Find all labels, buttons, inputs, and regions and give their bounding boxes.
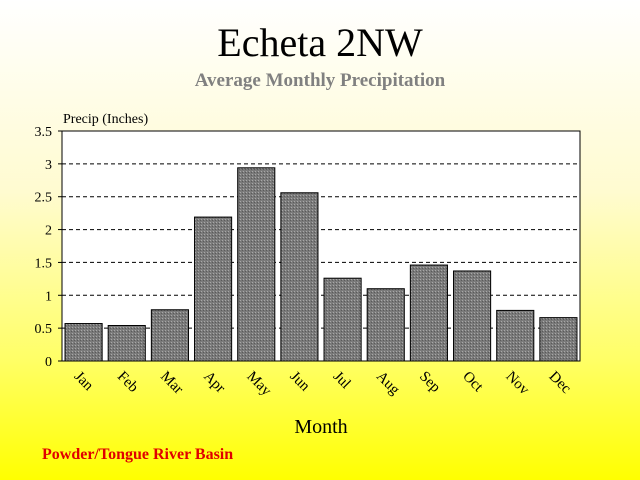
x-tick-label-feb: Feb <box>114 369 141 396</box>
x-tick-label-aug: Aug <box>373 369 403 399</box>
y-tick-label: 1 <box>45 289 52 304</box>
bar-jul <box>323 277 362 362</box>
y-tick-label: 3.5 <box>35 125 53 140</box>
x-tick-label-oct: Oct <box>459 369 486 396</box>
x-tick-labels: Jan Feb Mar Apr May Jun Jul Aug Sep Oct Nov Dec <box>71 369 574 400</box>
bar-feb <box>107 325 146 362</box>
x-tick-label-jan: Jan <box>71 369 97 395</box>
bar-oct <box>453 270 492 362</box>
bar-may <box>237 167 276 362</box>
grid-lines <box>62 163 580 329</box>
bar-dec <box>539 317 578 362</box>
bar-sep <box>409 264 448 362</box>
y-tick-label: 3 <box>45 158 52 173</box>
y-tick-label: 2.5 <box>35 191 53 206</box>
plot-background <box>61 130 581 362</box>
bar-mar <box>150 309 189 362</box>
x-tick-label-jun: Jun <box>287 369 313 395</box>
y-tick-label: 0 <box>45 355 52 370</box>
bar-nov <box>496 309 535 362</box>
plot-area: 0 0.5 1 1.5 2 2.5 3 3.5 Jan Feb Mar Apr May Jun Jul Au… <box>35 125 581 400</box>
x-tick-label-sep: Sep <box>416 369 443 396</box>
y-tick-label: 1.5 <box>35 256 53 271</box>
x-axis-label: Month <box>294 416 347 438</box>
bar-apr <box>194 216 233 362</box>
x-tick-label-mar: Mar <box>157 369 186 398</box>
x-tick-label-dec: Dec <box>546 369 575 398</box>
x-tick-label-nov: Nov <box>502 369 532 399</box>
x-tick-label-jul: Jul <box>330 369 354 393</box>
bar-jun <box>280 192 319 362</box>
chart-subtitle: Average Monthly Precipitation <box>195 70 446 91</box>
chart-title: Echeta 2NW <box>217 20 423 65</box>
x-tick-label-may: May <box>243 369 274 400</box>
bars <box>64 167 578 362</box>
bar-aug <box>366 288 405 362</box>
y-tick-label: 2 <box>45 224 52 239</box>
y-tick-label: 0.5 <box>35 322 53 337</box>
y-axis-label: Precip (Inches) <box>63 112 148 127</box>
footer-basin: Powder/Tongue River Basin <box>42 446 233 463</box>
bar-jan <box>64 323 103 362</box>
x-tick-label-apr: Apr <box>200 369 228 397</box>
y-tick-labels: 0 0.5 1 1.5 2 2.5 3 3.5 <box>35 125 62 370</box>
